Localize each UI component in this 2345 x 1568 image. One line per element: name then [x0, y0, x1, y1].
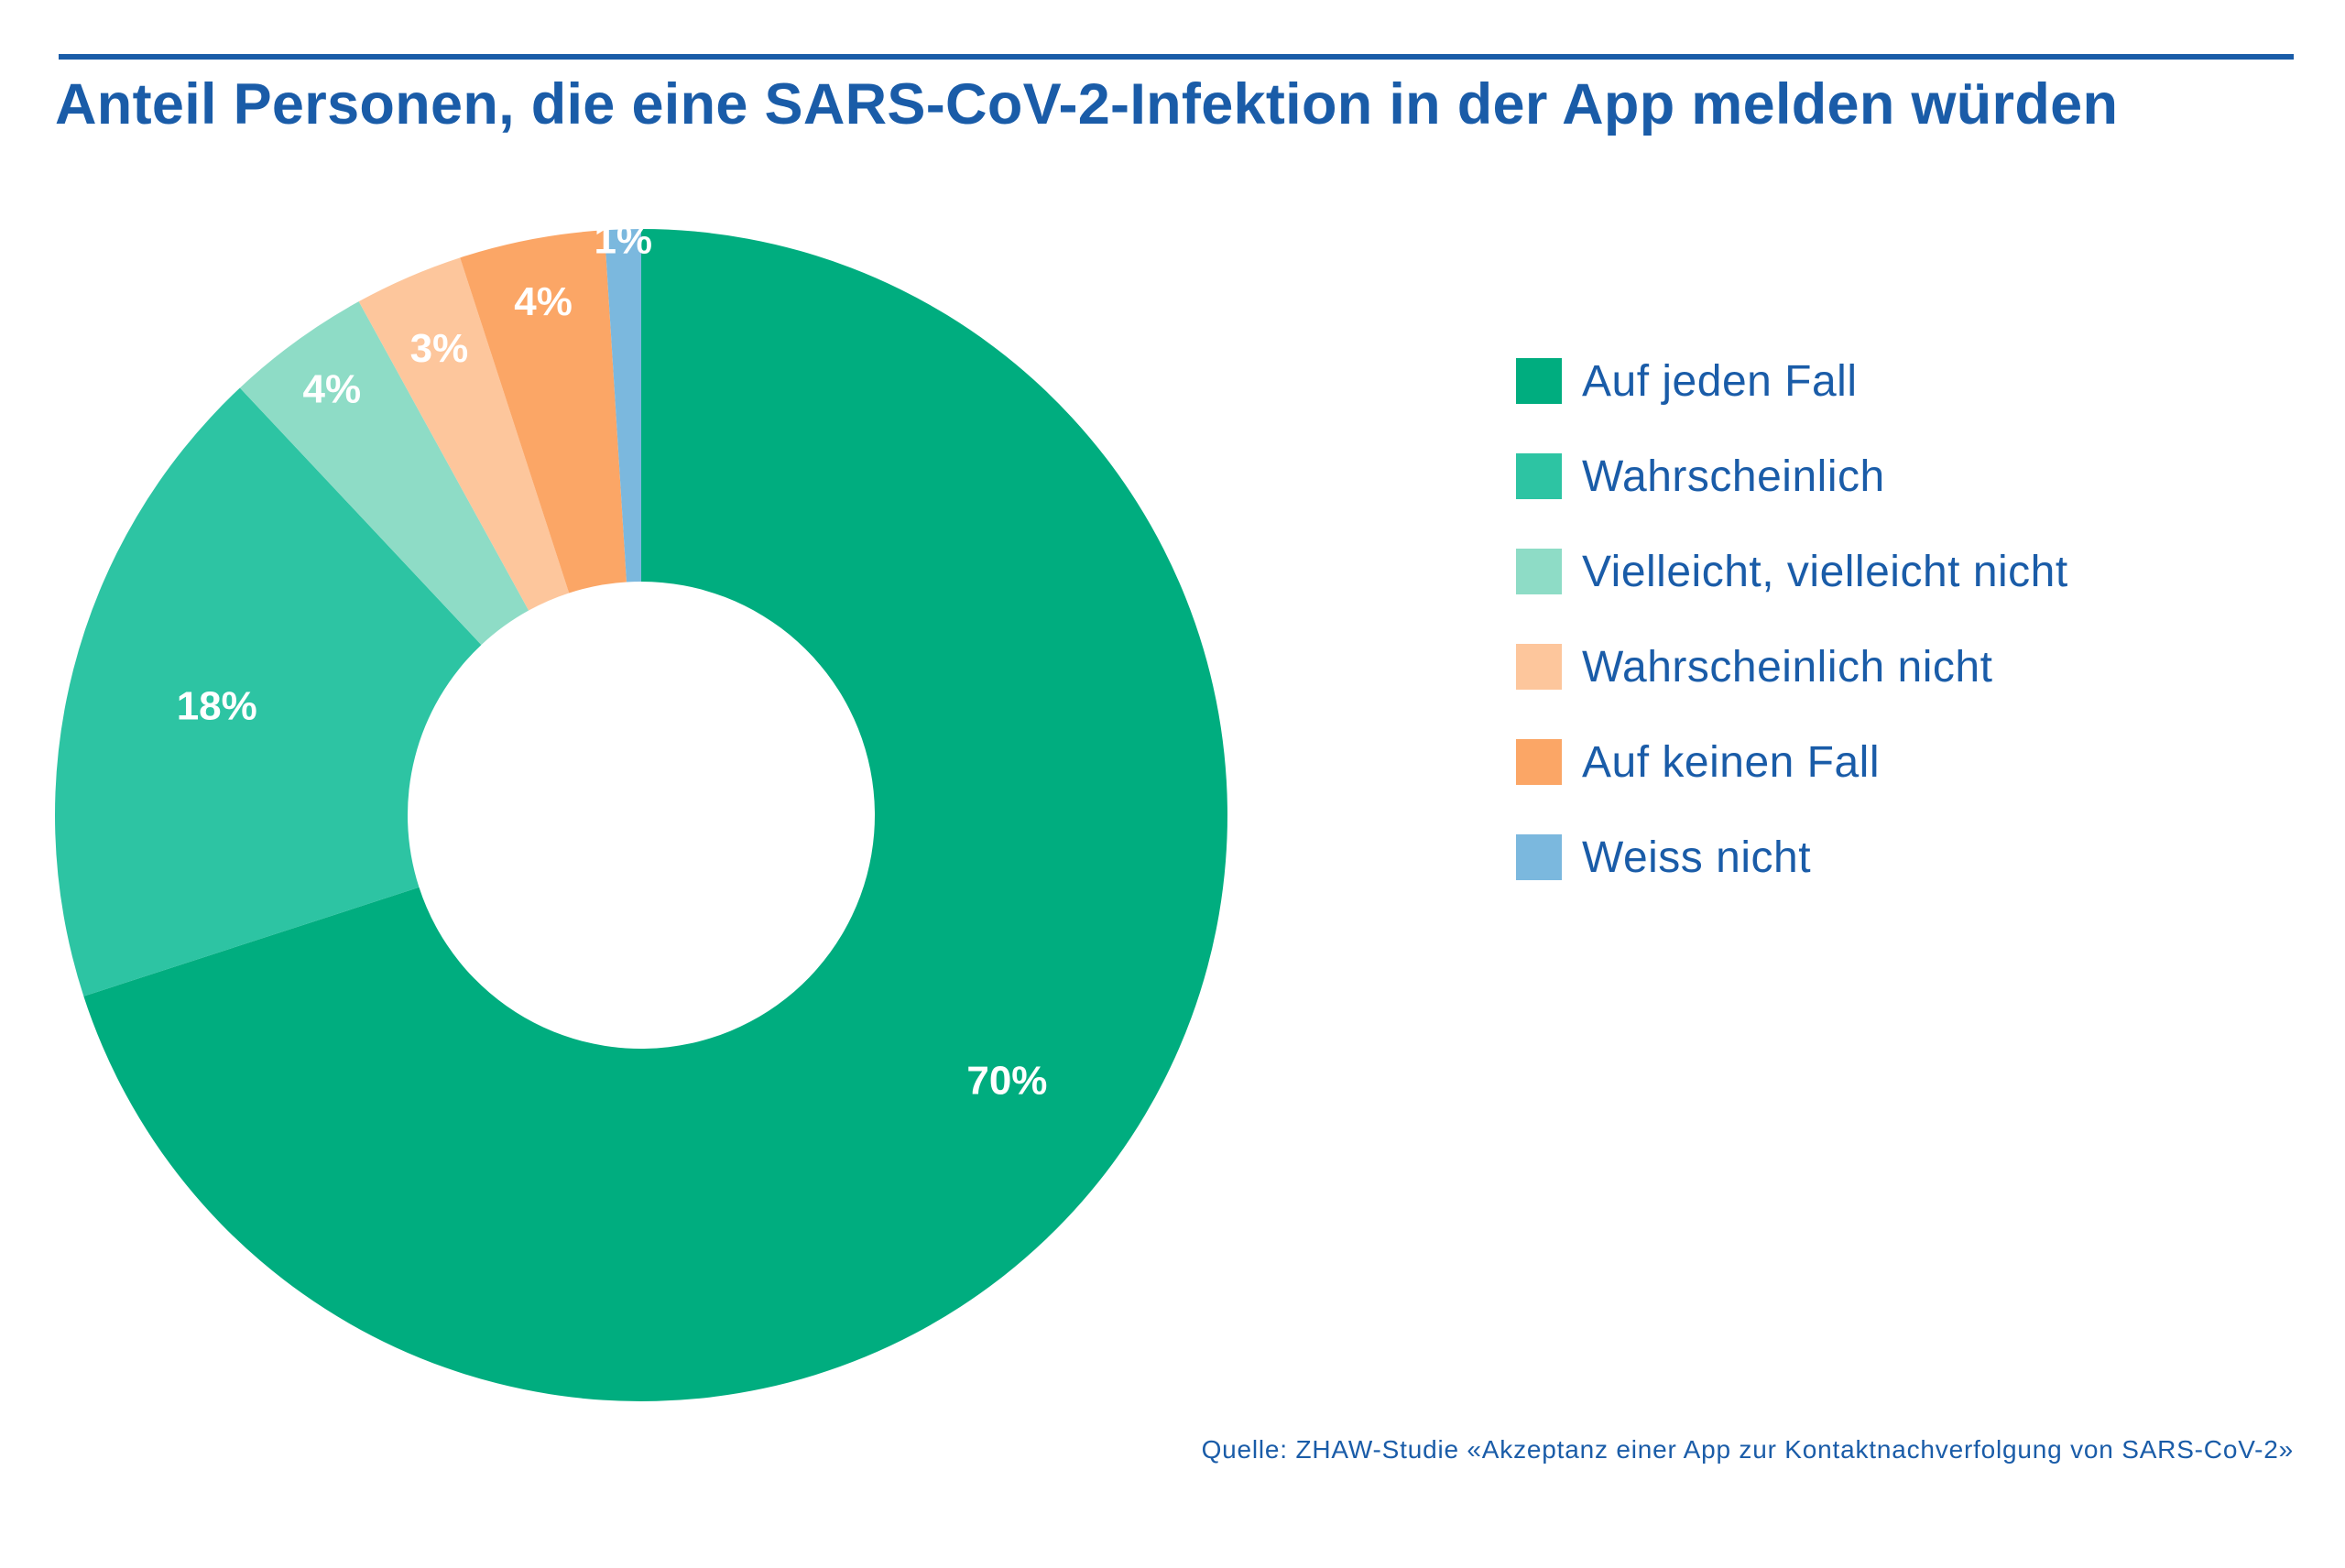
legend-item-vielleicht: Vielleicht, vielleicht nicht	[1516, 547, 2068, 596]
legend-swatch	[1516, 549, 1562, 594]
slice-value-label: 3%	[410, 326, 469, 371]
legend-label: Auf jeden Fall	[1582, 356, 1858, 406]
donut-slice-5	[604, 229, 641, 583]
donut-slice-4	[460, 230, 627, 593]
slice-value-label: 18%	[177, 684, 257, 729]
legend-swatch	[1516, 739, 1562, 785]
donut-slice-3	[358, 257, 570, 611]
legend-label: Wahrscheinlich nicht	[1582, 642, 1993, 691]
chart-title: Anteil Personen, die eine SARS-CoV-2-Inf…	[55, 72, 2119, 136]
top-rule	[59, 54, 2294, 60]
slice-value-label: 4%	[514, 279, 573, 324]
source-note: Quelle: ZHAW-Studie «Akzeptanz einer App…	[1201, 1435, 2294, 1464]
legend-item-auf-jeden-fall: Auf jeden Fall	[1516, 356, 2068, 406]
legend-item-auf-keinen-fall: Auf keinen Fall	[1516, 737, 2068, 787]
donut-slice-0	[83, 229, 1227, 1401]
donut-slice-2	[239, 301, 529, 646]
legend-label: Vielleicht, vielleicht nicht	[1582, 547, 2068, 596]
slice-value-label: 70%	[966, 1059, 1047, 1104]
legend-swatch	[1516, 834, 1562, 880]
legend: Auf jeden Fall Wahrscheinlich Vielleicht…	[1516, 357, 2068, 929]
donut-slice-1	[55, 387, 482, 996]
legend-swatch	[1516, 358, 1562, 404]
slice-value-label: 4%	[302, 367, 361, 412]
legend-item-wahrscheinlich-nicht: Wahrscheinlich nicht	[1516, 643, 2068, 691]
legend-swatch	[1516, 453, 1562, 499]
donut-chart: 70% 18% 4% 3% 4% 1%	[55, 217, 1227, 1401]
legend-label: Weiss nicht	[1582, 833, 1812, 882]
legend-label: Auf keinen Fall	[1582, 737, 1881, 787]
legend-swatch	[1516, 644, 1562, 690]
slice-value-label: 1%	[594, 217, 652, 262]
legend-item-weiss-nicht: Weiss nicht	[1516, 833, 2068, 882]
legend-item-wahrscheinlich: Wahrscheinlich	[1516, 452, 2068, 501]
legend-label: Wahrscheinlich	[1582, 452, 1885, 501]
